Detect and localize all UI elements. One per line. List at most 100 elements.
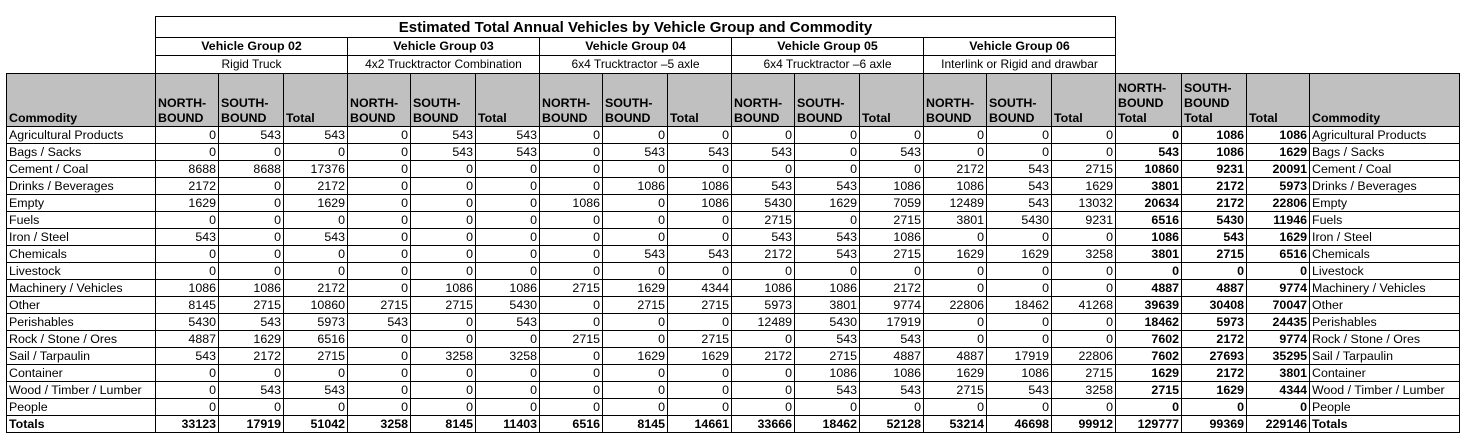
value-cell: 1086 xyxy=(794,364,860,382)
value-cell: 27693 xyxy=(1181,347,1247,365)
value-cell: 0 xyxy=(410,330,476,348)
value-cell: 10860 xyxy=(1115,160,1182,178)
value-cell: 0 xyxy=(859,398,924,416)
value-cell: 20091 xyxy=(1246,160,1310,178)
value-cell: 543 xyxy=(731,228,795,246)
value-cell: 1086 xyxy=(410,279,476,297)
commodity-cell-right: Perishables xyxy=(1309,313,1460,331)
value-cell: 1629 xyxy=(1115,364,1182,382)
value-cell: 0 xyxy=(1181,262,1247,280)
value-cell: 0 xyxy=(1115,262,1182,280)
value-cell: 30408 xyxy=(1181,296,1247,314)
value-cell: 0 xyxy=(986,330,1052,348)
commodity-cell-right: Container xyxy=(1309,364,1460,382)
table-row: Rock / Stone / Ores 4887 1629 6516 0 0 0 2715 0 2… xyxy=(6,330,1460,348)
value-cell: 9774 xyxy=(859,296,924,314)
value-cell: 2172 xyxy=(859,279,924,297)
value-cell: 9231 xyxy=(1181,160,1247,178)
value-cell: 1086 xyxy=(731,279,795,297)
value-cell: 0 xyxy=(347,245,411,263)
value-cell: 543 xyxy=(410,126,476,144)
value-cell: 543 xyxy=(218,381,284,399)
value-cell: 0 xyxy=(667,381,732,399)
commodity-cell: Drinks / Beverages xyxy=(6,177,156,195)
value-cell: 11403 xyxy=(475,415,540,433)
value-cell: 0 xyxy=(410,313,476,331)
commodity-cell-right: Cement / Coal xyxy=(1309,160,1460,178)
value-cell: 0 xyxy=(602,194,668,212)
value-cell: 4887 xyxy=(155,330,219,348)
value-cell: 0 xyxy=(539,228,603,246)
table-row: Chemicals 0 0 0 0 0 0 0 543 543 2172 543 2715 1629 162… xyxy=(6,245,1460,263)
value-cell: 1629 xyxy=(923,245,987,263)
value-cell: 0 xyxy=(923,279,987,297)
value-cell: 0 xyxy=(347,330,411,348)
value-cell: 8688 xyxy=(218,160,284,178)
value-cell: 0 xyxy=(410,194,476,212)
value-cell: 6516 xyxy=(1246,245,1310,263)
value-cell: 9231 xyxy=(1051,211,1116,229)
value-cell: 2172 xyxy=(283,279,348,297)
value-cell: 0 xyxy=(475,211,540,229)
value-cell: 1629 xyxy=(155,194,219,212)
commodity-cell-right: Bags / Sacks xyxy=(1309,143,1460,161)
value-cell: 0 xyxy=(986,279,1052,297)
value-cell: 0 xyxy=(794,398,860,416)
value-cell: 0 xyxy=(1051,143,1116,161)
column-header-southbound-total: SOUTH- BOUND Total xyxy=(1181,73,1247,127)
value-cell: 0 xyxy=(602,330,668,348)
value-cell: 0 xyxy=(923,143,987,161)
vehicle-group-type: Rigid Truck xyxy=(155,55,348,74)
value-cell: 0 xyxy=(667,398,732,416)
value-cell: 5973 xyxy=(1246,177,1310,195)
value-cell: 2172 xyxy=(731,245,795,263)
value-cell: 1086 xyxy=(859,228,924,246)
value-cell: 0 xyxy=(347,143,411,161)
value-cell: 0 xyxy=(155,245,219,263)
value-cell: 0 xyxy=(794,143,860,161)
value-cell: 0 xyxy=(923,126,987,144)
value-cell: 543 xyxy=(859,381,924,399)
commodity-cell-right: Agricultural Products xyxy=(1309,126,1460,144)
value-cell: 2715 xyxy=(794,347,860,365)
value-cell: 70047 xyxy=(1246,296,1310,314)
value-cell: 543 xyxy=(475,126,540,144)
value-cell: 0 xyxy=(475,364,540,382)
value-cell: 0 xyxy=(923,313,987,331)
value-cell: 0 xyxy=(218,177,284,195)
commodity-cell-right: Sail / Tarpaulin xyxy=(1309,347,1460,365)
value-cell: 1629 xyxy=(986,245,1052,263)
column-header-northbound: NORTH- BOUND xyxy=(347,73,411,127)
value-cell: 543 xyxy=(794,228,860,246)
value-cell: 20634 xyxy=(1115,194,1182,212)
commodity-cell-right: Other xyxy=(1309,296,1460,314)
value-cell: 0 xyxy=(347,364,411,382)
value-cell: 0 xyxy=(731,160,795,178)
value-cell: 52128 xyxy=(859,415,924,433)
value-cell: 543 xyxy=(218,126,284,144)
table-row: Empty 1629 0 1629 0 0 0 1086 0 1086 5430 1629 7059 12… xyxy=(6,194,1460,212)
value-cell: 0 xyxy=(475,330,540,348)
value-cell: 0 xyxy=(731,364,795,382)
value-cell: 0 xyxy=(602,381,668,399)
value-cell: 0 xyxy=(218,228,284,246)
value-cell: 0 xyxy=(602,160,668,178)
value-cell: 543 xyxy=(794,330,860,348)
value-cell: 0 xyxy=(731,330,795,348)
value-cell: 0 xyxy=(410,177,476,195)
value-cell: 543 xyxy=(602,245,668,263)
value-cell: 0 xyxy=(283,143,348,161)
value-cell: 0 xyxy=(410,245,476,263)
value-cell: 0 xyxy=(347,211,411,229)
value-cell: 5973 xyxy=(731,296,795,314)
commodity-cell: Other xyxy=(6,296,156,314)
value-cell: 17919 xyxy=(859,313,924,331)
commodity-cell-right: Livestock xyxy=(1309,262,1460,280)
value-cell: 0 xyxy=(283,245,348,263)
value-cell: 0 xyxy=(283,364,348,382)
vehicle-group-name: Vehicle Group 02 xyxy=(155,37,348,56)
value-cell: 0 xyxy=(475,177,540,195)
value-cell: 0 xyxy=(410,211,476,229)
value-cell: 2172 xyxy=(731,347,795,365)
value-cell: 543 xyxy=(794,245,860,263)
